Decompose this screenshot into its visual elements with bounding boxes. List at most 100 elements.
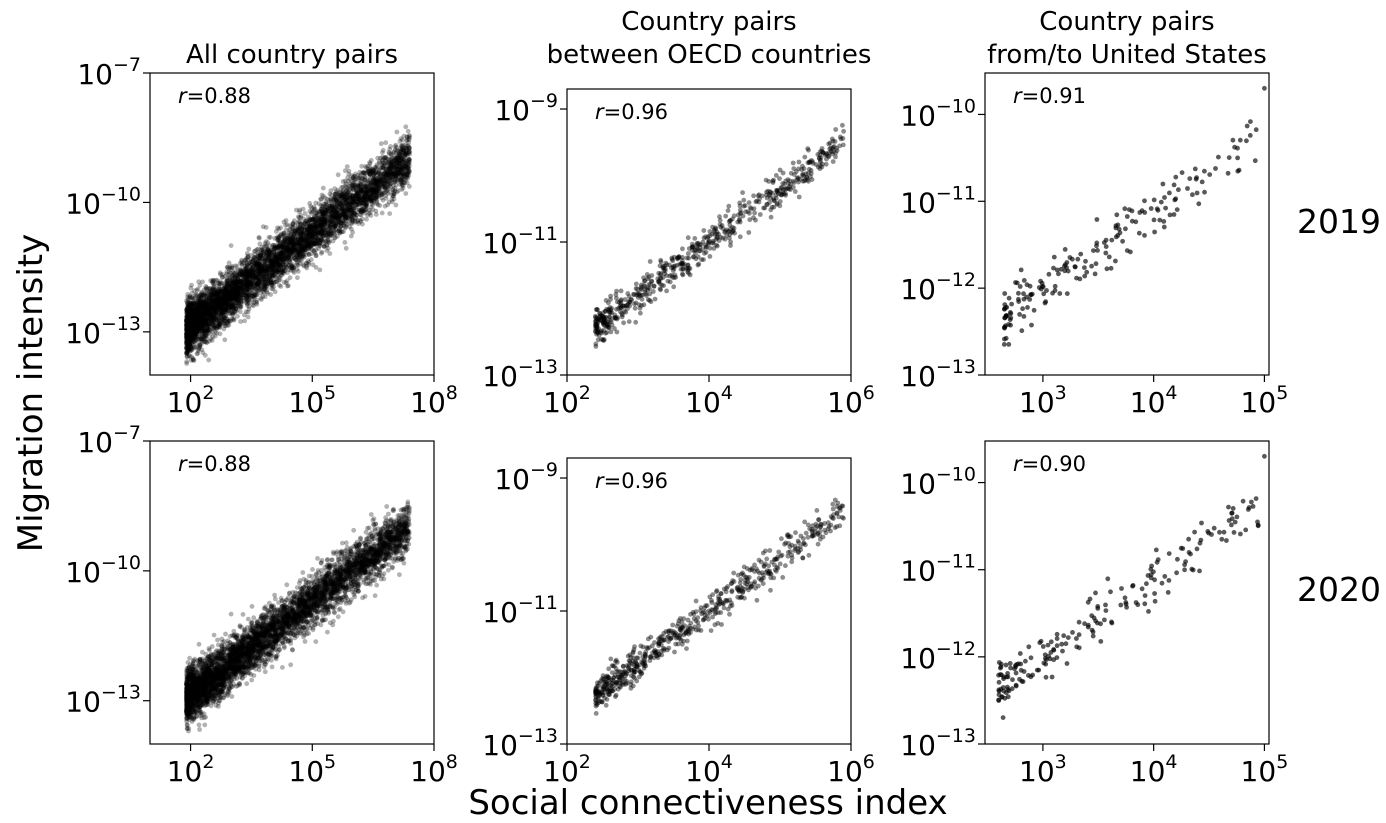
- data-point: [239, 272, 245, 278]
- data-point: [392, 185, 398, 191]
- data-point: [283, 253, 288, 259]
- data-point: [350, 193, 355, 199]
- data-point: [393, 147, 398, 152]
- data-point: [373, 176, 378, 182]
- data-point: [194, 329, 200, 335]
- data-point: [228, 289, 234, 295]
- data-point: [353, 187, 359, 193]
- column-title-oecd-line1: Country pairs: [621, 7, 796, 37]
- data-point: [253, 266, 259, 272]
- data-point: [276, 244, 281, 249]
- data-point: [251, 268, 256, 273]
- data-point: [311, 226, 317, 231]
- data-point: [246, 246, 252, 252]
- data-point: [228, 285, 234, 291]
- data-point: [288, 247, 294, 253]
- data-point: [268, 292, 274, 297]
- data-point: [283, 245, 289, 251]
- data-point: [191, 311, 196, 317]
- data-point: [358, 182, 364, 188]
- data-point: [369, 198, 375, 204]
- data-point: [332, 205, 338, 211]
- data-point: [343, 245, 349, 251]
- data-point: [398, 155, 404, 161]
- data-point: [395, 155, 401, 161]
- data-point: [255, 254, 261, 260]
- data-point: [375, 170, 381, 176]
- data-point: [222, 304, 228, 309]
- data-point: [193, 318, 199, 324]
- data-point: [302, 238, 308, 244]
- data-point: [250, 302, 256, 308]
- data-point: [192, 331, 198, 337]
- data-point: [223, 286, 229, 292]
- data-point: [394, 160, 399, 166]
- data-point: [192, 322, 198, 328]
- data-point: [386, 156, 391, 162]
- data-point: [339, 203, 345, 209]
- data-point: [212, 323, 218, 329]
- data-point: [287, 227, 292, 233]
- data-point: [351, 195, 356, 201]
- data-point: [306, 245, 312, 251]
- data-point: [403, 164, 409, 170]
- data-point: [186, 332, 192, 338]
- data-point: [192, 300, 198, 306]
- data-point: [294, 241, 300, 247]
- column-title-oecd-line2: between OECD countries: [547, 40, 872, 70]
- data-point: [348, 208, 354, 214]
- data-point: [225, 283, 231, 288]
- data-point: [229, 265, 235, 271]
- data-point: [298, 233, 304, 239]
- data-point: [308, 257, 314, 263]
- data-point: [356, 196, 362, 201]
- data-point: [249, 281, 255, 287]
- data-point: [397, 139, 403, 144]
- data-point: [306, 224, 312, 230]
- data-point: [391, 162, 396, 168]
- data-point: [379, 177, 385, 183]
- data-point: [301, 229, 307, 235]
- data-point: [343, 224, 349, 230]
- data-point: [349, 200, 354, 206]
- data-point: [189, 334, 195, 340]
- data-point: [280, 234, 285, 239]
- data-point: [291, 252, 296, 258]
- data-point: [305, 245, 311, 251]
- data-point: [245, 309, 251, 315]
- data-point: [187, 304, 193, 310]
- data-point: [222, 318, 228, 324]
- data-point: [184, 339, 190, 345]
- data-point: [373, 194, 379, 200]
- data-point: [371, 195, 377, 201]
- data-point: [216, 297, 222, 302]
- data-point: [296, 257, 302, 263]
- data-point: [207, 296, 213, 302]
- data-point: [188, 323, 194, 329]
- data-point: [296, 243, 301, 249]
- data-point: [231, 270, 236, 275]
- data-point: [212, 329, 218, 335]
- data-point: [346, 218, 351, 224]
- data-point: [185, 321, 191, 326]
- data-point: [406, 150, 412, 155]
- data-point: [233, 306, 239, 311]
- data-point: [401, 149, 407, 155]
- data-point: [343, 184, 349, 190]
- data-point: [395, 148, 401, 154]
- data-point: [259, 268, 265, 274]
- data-point: [407, 184, 412, 189]
- y-axis-label: Migration intensity: [11, 234, 51, 553]
- data-point: [253, 300, 258, 305]
- data-point: [337, 219, 343, 224]
- data-point: [312, 250, 318, 256]
- data-point: [325, 239, 331, 245]
- data-point: [202, 311, 208, 317]
- data-point: [307, 223, 312, 229]
- data-point: [388, 161, 393, 166]
- data-point: [312, 234, 318, 240]
- data-point: [351, 182, 357, 188]
- data-point: [261, 258, 266, 264]
- data-point: [396, 177, 401, 182]
- data-point: [307, 223, 313, 228]
